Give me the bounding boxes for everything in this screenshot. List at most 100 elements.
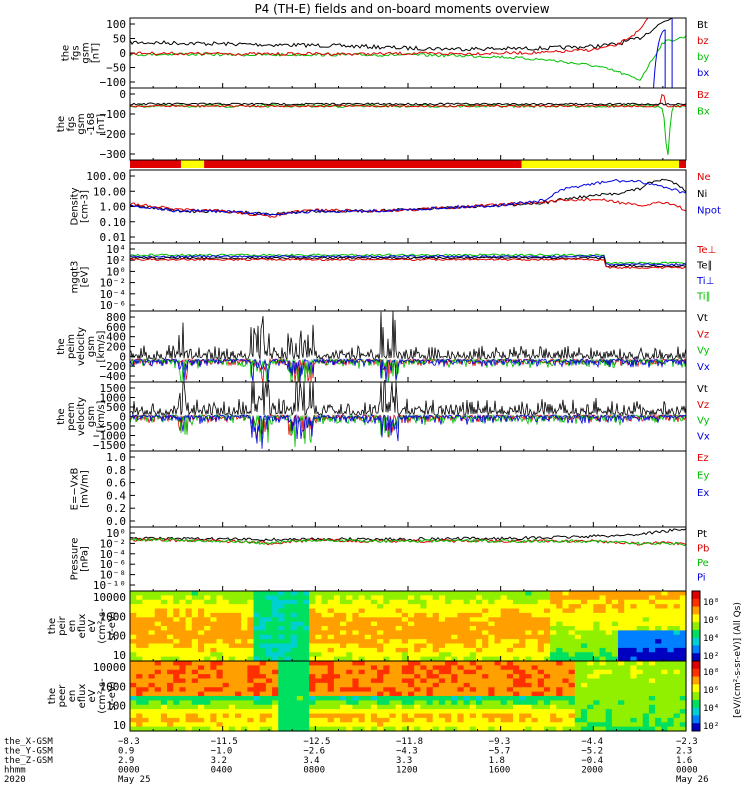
- spectrogram-cell: [222, 617, 230, 623]
- spectrogram-cell: [543, 626, 551, 631]
- spectrogram-cell: [370, 717, 378, 723]
- spectrogram-cell: [130, 722, 137, 728]
- spectrogram-cell: [494, 612, 502, 618]
- spectrogram-cell: [630, 621, 638, 627]
- spectrogram-cell: [506, 652, 514, 658]
- y-tick-label: 10²: [106, 254, 126, 267]
- spectrogram-cell: [587, 696, 594, 701]
- spectrogram-cell: [568, 639, 576, 645]
- spectrogram-cell: [235, 617, 242, 623]
- spectrogram-cell: [463, 595, 471, 601]
- spectrogram-cell: [235, 726, 242, 732]
- spectrogram-cell: [136, 604, 143, 610]
- spectrogram-cell: [605, 652, 613, 658]
- spectrogram-cell: [197, 617, 205, 623]
- spectrogram-cell: [197, 612, 205, 618]
- spectrogram-cell: [222, 604, 230, 610]
- spectrogram-cell: [624, 669, 631, 675]
- spectrogram-cell: [593, 612, 601, 618]
- spectrogram-cell: [648, 634, 656, 640]
- spectrogram-cell: [290, 612, 298, 618]
- spectrogram-cell: [537, 700, 545, 706]
- spectrogram-cell: [525, 717, 533, 723]
- spectrogram-cell: [457, 608, 465, 614]
- spectrogram-cell: [222, 630, 230, 636]
- spectrogram-cell: [296, 709, 304, 715]
- spectrogram-cell: [278, 678, 286, 684]
- spectrogram-cell: [611, 643, 619, 649]
- spectrogram-cell: [309, 621, 316, 627]
- spectrogram-cell: [315, 726, 323, 732]
- spectrogram-cell: [241, 669, 248, 675]
- spectrogram-cell: [438, 696, 446, 701]
- spectrogram-cell: [611, 665, 619, 671]
- spectrogram-cell: [197, 634, 205, 640]
- spectrogram-cell: [259, 617, 267, 623]
- spectrogram-cell: [136, 665, 143, 671]
- spectrogram-cell: [340, 634, 347, 640]
- spectrogram-cell: [618, 669, 625, 675]
- spectrogram-cell: [500, 704, 508, 710]
- spectrogram-cell: [550, 691, 557, 697]
- spectrogram-cell: [420, 656, 428, 662]
- spectrogram-cell: [618, 704, 625, 710]
- spectrogram-cell: [426, 652, 434, 658]
- spectrogram-cell: [167, 656, 174, 662]
- spectrogram-cell: [655, 696, 662, 701]
- spectrogram-cell: [445, 717, 452, 723]
- spectrogram-cell: [401, 665, 409, 671]
- spectrogram-cell: [222, 612, 230, 618]
- spectrogram-cell: [321, 682, 329, 688]
- spectrogram-cell: [568, 678, 576, 684]
- colorbar-swatch: [692, 699, 700, 709]
- spectrogram-cell: [142, 717, 150, 723]
- spectrogram-cell: [414, 643, 421, 649]
- spectrogram-cell: [636, 700, 644, 706]
- spectrogram-cell: [605, 630, 613, 636]
- spectrogram-cell: [500, 682, 508, 688]
- spectrogram-cell: [272, 604, 279, 610]
- spectrogram-cell: [661, 700, 669, 706]
- spectrogram-cell: [370, 661, 378, 666]
- spectrogram-cell: [154, 687, 162, 693]
- spectrogram-cell: [247, 661, 255, 666]
- spectrogram-cell: [364, 617, 372, 623]
- spectrogram-cell: [389, 726, 397, 732]
- spectrogram-cell: [216, 595, 224, 601]
- spectrogram-cell: [197, 722, 205, 728]
- spectrogram-cell: [333, 674, 341, 680]
- spectrogram-cell: [185, 661, 193, 666]
- spectrogram-cell: [259, 726, 267, 732]
- spectrogram-cell: [315, 709, 323, 715]
- ephemeris-value: −2.3: [676, 737, 698, 747]
- spectrogram-cell: [531, 709, 539, 715]
- spectrogram-cell: [618, 700, 625, 706]
- spectrogram-cell: [414, 604, 421, 610]
- spectrogram-cell: [525, 599, 533, 605]
- ylabel-line: gsm: [86, 336, 97, 357]
- spectrogram-cell: [148, 726, 156, 732]
- spectrogram-cell: [636, 595, 644, 601]
- spectrogram-cell: [580, 713, 588, 719]
- spectrogram-cell: [432, 717, 440, 723]
- spectrogram-cell: [247, 599, 255, 605]
- spectrogram-cell: [531, 604, 539, 610]
- spectrogram-cell: [648, 608, 656, 614]
- spectrogram-cell: [284, 599, 292, 605]
- spectrogram-cell: [130, 682, 137, 688]
- spectrogram-cell: [488, 639, 496, 645]
- spectrogram-cell: [364, 647, 372, 653]
- spectrogram-cell: [185, 700, 193, 706]
- spectrogram-cell: [377, 700, 384, 706]
- spectrogram-cell: [309, 647, 316, 653]
- spectrogram-cell: [432, 661, 440, 666]
- spectrogram-cell: [414, 691, 421, 697]
- ylabel-line: Density: [70, 187, 81, 225]
- spectrogram-cell: [550, 656, 557, 662]
- series-velocity-blue: [129, 413, 687, 449]
- spectrogram-cell: [130, 608, 137, 614]
- spectrogram-cell: [340, 713, 347, 719]
- spectrogram-cell: [284, 661, 292, 666]
- series-temp: [129, 256, 687, 268]
- spectrogram-cell: [531, 687, 539, 693]
